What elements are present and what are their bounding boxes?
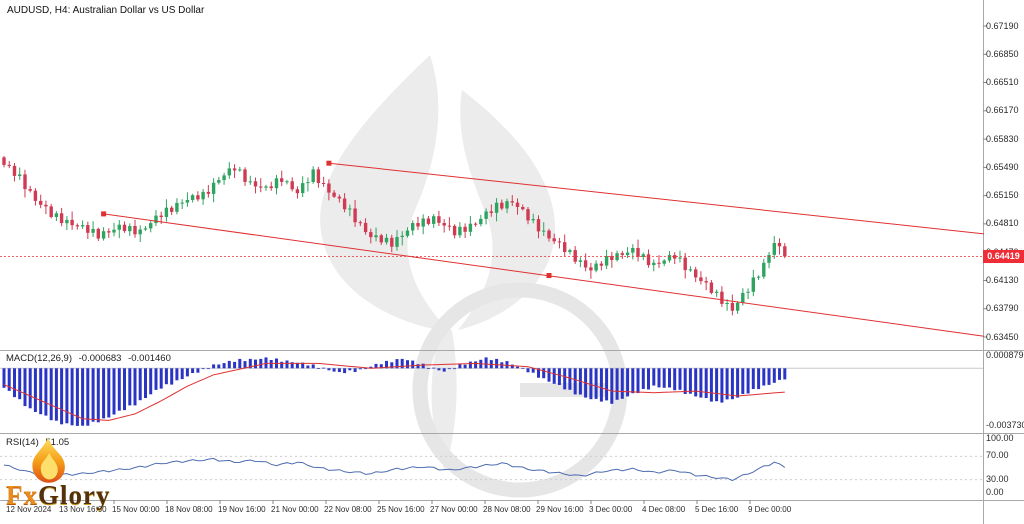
current-price-badge: 0.64419	[983, 249, 1024, 263]
rsi-axis-label: 70.00	[986, 450, 1009, 461]
rsi-axis-label: 0.00	[986, 487, 1004, 497]
price-axis[interactable]: 0.67190 0.66850 0.66510 0.66170 0.65830 0.654…	[986, 0, 1024, 524]
time-axis-label: 19 Nov 16:00	[218, 505, 266, 514]
price-axis-label: 0.64810	[986, 218, 1019, 229]
current-price-value: 0.64419	[987, 250, 1020, 261]
rsi-axis[interactable]: 100.00 70.00 30.00 0.00	[986, 0, 1024, 524]
symbol-label: AUDUSD, H4:	[7, 5, 71, 16]
time-axis-label: 25 Nov 16:00	[377, 505, 425, 514]
time-axis-label: 18 Nov 08:00	[165, 505, 213, 514]
time-axis-label: 27 Nov 00:00	[430, 505, 478, 514]
time-axis-label: 15 Nov 00:00	[112, 505, 160, 514]
price-axis-label: 0.63450	[986, 331, 1019, 342]
rsi-indicator-label: RSI(14) 51.05	[6, 437, 73, 448]
macd-value-main: -0.000683	[78, 353, 122, 364]
watermark-ring-icon	[412, 282, 628, 498]
rsi-axis-label: 30.00	[986, 473, 1009, 484]
rsi-axis-label: 100.00	[986, 433, 1014, 443]
price-axis-label: 0.66170	[986, 105, 1019, 116]
rsi-title: RSI(14)	[6, 437, 39, 448]
channel-upper[interactable]	[328, 162, 984, 235]
macd-axis-label: 0.000879	[986, 350, 1024, 360]
price-axis-label: 0.66510	[986, 77, 1019, 88]
rsi-value: 51.05	[45, 437, 70, 448]
macd-axis[interactable]: 0.000879 -0.003730	[986, 0, 1024, 524]
time-axis-label: 13 Nov 16:00	[59, 505, 107, 514]
price-axis-label: 0.64130	[986, 274, 1019, 285]
time-axis-label: 9 Dec 00:00	[748, 505, 792, 514]
macd-series	[0, 357, 983, 426]
price-axis-label: 0.65490	[986, 161, 1019, 172]
price-axis-label: 0.65830	[986, 133, 1019, 144]
time-axis-label: 29 Nov 16:00	[536, 505, 584, 514]
time-axis-label: 12 Nov 2024	[6, 505, 52, 514]
time-axis[interactable]: 12 Nov 2024 13 Nov 16:00 15 Nov 00:00 18 No…	[0, 505, 983, 523]
price-axis-label: 0.67190	[986, 20, 1019, 31]
time-axis-label: 4 Dec 08:00	[642, 505, 686, 514]
watermark-flame-left-icon	[320, 55, 450, 332]
time-axis-label: 21 Nov 00:00	[271, 505, 319, 514]
trendline-anchor[interactable]	[101, 211, 107, 217]
time-axis-label: 28 Nov 08:00	[483, 505, 531, 514]
price-axis-label: 0.66850	[986, 48, 1019, 59]
trendline-anchor[interactable]	[326, 160, 332, 166]
macd-title: MACD(12,26,9)	[6, 353, 72, 364]
macd-axis-label: -0.003730	[986, 420, 1024, 430]
price-axis-label: 0.65150	[986, 190, 1019, 201]
time-axis-label: 5 Dec 16:00	[695, 505, 739, 514]
macd-value-signal: -0.001460	[128, 353, 171, 364]
channel-lower[interactable]	[103, 213, 984, 337]
time-axis-label: 22 Nov 08:00	[324, 505, 372, 514]
rsi-series	[0, 455, 983, 482]
channel-trendlines[interactable]	[101, 160, 984, 337]
symbol-description: Australian Dollar vs US Dollar	[72, 5, 205, 16]
price-axis-label: 0.63790	[986, 303, 1019, 314]
rsi-line	[3, 457, 786, 482]
candlestick-series	[2, 156, 787, 316]
fxglory-watermark	[320, 55, 628, 498]
time-axis-label: 3 Dec 00:00	[589, 505, 633, 514]
macd-signal-line	[3, 362, 785, 421]
watermark-flame-right-icon	[458, 90, 556, 330]
chart-symbol-header: AUDUSD, H4: Australian Dollar vs US Doll…	[7, 5, 204, 16]
trendline-anchor[interactable]	[546, 273, 552, 278]
macd-indicator-label: MACD(12,26,9) -0.000683 -0.001460	[6, 353, 175, 364]
